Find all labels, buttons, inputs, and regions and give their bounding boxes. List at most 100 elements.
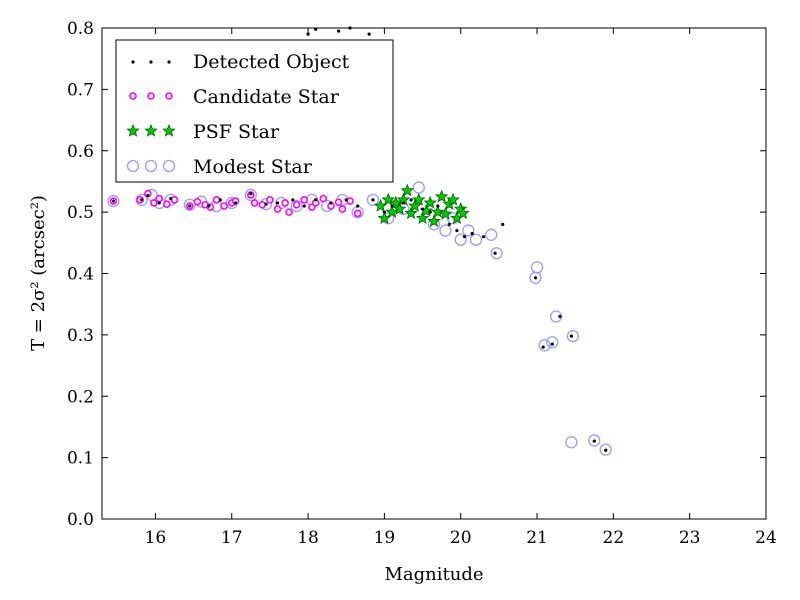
detected-object-point <box>146 193 150 198</box>
modest-star-point <box>454 233 467 246</box>
detected-object-point <box>329 201 333 205</box>
series-candidate-star <box>109 189 362 218</box>
y-tick-label: 0.4 <box>67 265 94 285</box>
detected-object-point <box>336 29 341 33</box>
y-axis-label: T = 2σ² (arcsec²) <box>28 195 49 351</box>
candidate-star-point <box>334 198 343 207</box>
series-detected-object <box>111 26 608 452</box>
candidate-star-point <box>163 200 171 208</box>
psf-star-point <box>389 195 403 209</box>
candidate-star-point <box>212 196 221 204</box>
detected-object-point <box>169 197 173 201</box>
detected-object-point <box>493 251 497 255</box>
series-modest-star <box>107 181 612 456</box>
modest-star-point <box>485 228 498 241</box>
series-psf-star <box>373 183 470 228</box>
detected-object-point <box>264 202 268 206</box>
psf-star-point <box>400 183 415 197</box>
candidate-star-point <box>319 194 328 203</box>
detected-object-point <box>409 198 413 202</box>
legend-marker-psf-star <box>126 123 140 137</box>
y-tick-label: 0.6 <box>67 142 94 162</box>
y-axis-label-group: T = 2σ² (arcsec²) <box>28 195 49 351</box>
detected-object-point <box>604 448 608 452</box>
modest-star-point <box>566 329 580 343</box>
modest-star-point <box>135 193 148 207</box>
marks-layer <box>107 26 612 456</box>
candidate-star-point <box>150 199 158 207</box>
detected-object-point <box>218 198 222 202</box>
psf-star-point <box>411 192 426 206</box>
x-axis-label: Magnitude <box>384 564 483 585</box>
detected-object-point <box>447 222 451 226</box>
legend-marker-candidate-star <box>165 92 173 100</box>
legend-marker-detected-object <box>131 60 135 64</box>
y-tick-label: 0.3 <box>67 326 94 346</box>
detected-object-point <box>558 314 562 319</box>
psf-star-point <box>438 206 453 220</box>
psf-star-point <box>392 201 407 215</box>
y-tick-label: 0.2 <box>67 387 94 407</box>
legend-marker-candidate-star <box>147 92 155 100</box>
legend-marker-modest-star <box>144 159 158 173</box>
y-tick-label: 0.0 <box>67 510 94 530</box>
legend-marker-detected-object <box>149 60 153 64</box>
candidate-star-point <box>155 194 164 203</box>
detected-object-point <box>157 201 161 205</box>
psf-star-point <box>381 192 395 206</box>
detected-object-point <box>436 204 440 208</box>
detected-object-point <box>249 192 253 196</box>
legend-box <box>115 39 394 183</box>
modest-star-point <box>530 261 544 274</box>
modest-star-point <box>588 434 601 447</box>
detected-object-point <box>592 439 596 443</box>
detected-object-point <box>275 201 280 205</box>
x-tick-label: 20 <box>450 528 472 548</box>
psf-star-point <box>385 205 399 218</box>
psf-star-point <box>373 198 388 212</box>
psf-star-point <box>434 189 449 203</box>
modest-star-point <box>549 310 563 323</box>
psf-star-point <box>431 205 445 218</box>
detected-object-point <box>188 204 192 208</box>
modest-star-point <box>290 199 303 213</box>
candidate-star-point <box>346 197 354 205</box>
detected-object-point <box>455 228 459 233</box>
legend-label: PSF Star <box>193 121 280 143</box>
candidate-star-point <box>353 209 362 218</box>
detected-object-point <box>390 204 394 208</box>
detected-object-point <box>344 198 348 202</box>
detected-object-point <box>356 204 360 208</box>
detected-object-point <box>462 235 467 239</box>
candidate-star-point <box>266 196 274 204</box>
legend: Detected Object Candidate Star PSF Star Mod… <box>115 39 394 183</box>
x-tick-label: 17 <box>221 528 243 548</box>
detected-object-point <box>501 222 505 226</box>
detected-object-point <box>533 276 538 280</box>
psf-star-point <box>423 195 437 209</box>
legend-label: Detected Object <box>193 51 350 73</box>
y-tick-label: 0.5 <box>67 203 94 223</box>
detected-object-point <box>470 232 474 236</box>
modest-star-point <box>469 233 483 246</box>
candidate-star-point <box>300 196 309 204</box>
detected-object-point <box>233 201 238 205</box>
legend-marker-psf-star <box>144 123 158 137</box>
legend-marker-psf-star <box>162 123 176 137</box>
candidate-star-point <box>170 196 179 204</box>
detected-object-point <box>207 204 211 208</box>
modest-star-point <box>244 188 257 202</box>
psf-star-point <box>404 206 418 220</box>
x-tick-label: 24 <box>755 528 777 548</box>
detected-object-point <box>111 199 116 203</box>
modest-star-point <box>599 443 612 456</box>
candidate-star-point <box>258 200 267 209</box>
legend-marker-modest-star <box>162 159 176 173</box>
candidate-star-point <box>281 199 289 207</box>
y-tick-label: 0.7 <box>67 80 94 100</box>
modest-star-point <box>412 181 425 194</box>
detected-object-point <box>382 210 386 214</box>
x-tick-label: 19 <box>374 528 396 548</box>
